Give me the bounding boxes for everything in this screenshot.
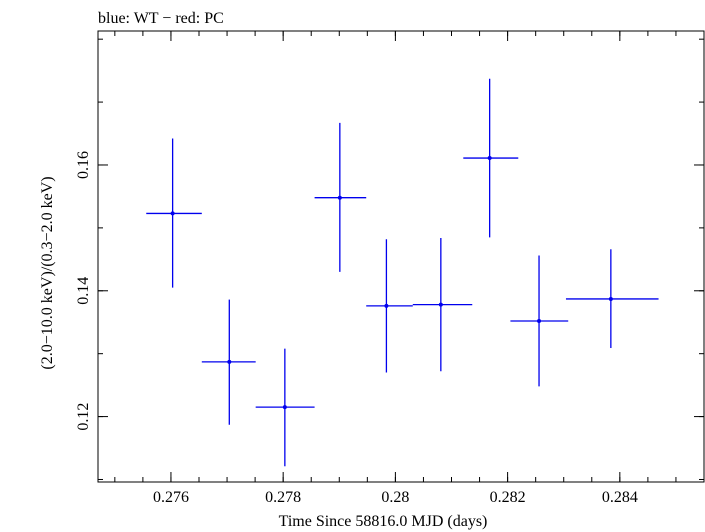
x-axis-label: Time Since 58816.0 MJD (days) xyxy=(279,513,488,530)
tick-labels: 0.276 0.278 0.28 0.282 0.284 0.12 0.14 0.16 xyxy=(75,151,638,506)
data-point xyxy=(255,348,315,467)
data-point xyxy=(510,255,569,387)
y-tick-label: 0.14 xyxy=(75,277,92,305)
x-tick-label: 0.284 xyxy=(602,489,638,506)
point-marker xyxy=(337,195,342,200)
data-point xyxy=(146,138,202,288)
y-tick-label: 0.16 xyxy=(75,151,92,179)
data-points xyxy=(146,78,659,467)
data-point xyxy=(366,239,413,373)
point-marker xyxy=(537,318,542,323)
x-tick-label: 0.282 xyxy=(490,489,526,506)
y-axis-label: (2.0−10.0 keV)/(0.3−2.0 keV) xyxy=(39,176,56,369)
point-marker xyxy=(227,359,232,364)
x-tick-label: 0.276 xyxy=(153,489,189,506)
x-tick-label: 0.278 xyxy=(265,489,301,506)
data-point xyxy=(201,299,256,425)
data-point xyxy=(463,78,519,238)
point-marker xyxy=(170,211,175,216)
x-tick-label: 0.28 xyxy=(381,489,409,506)
data-point xyxy=(314,122,367,272)
point-marker xyxy=(384,303,389,308)
chart-title: blue: WT − red: PC xyxy=(98,10,224,27)
data-point xyxy=(412,237,473,372)
point-marker xyxy=(487,156,492,161)
point-marker xyxy=(438,302,443,307)
point-marker xyxy=(608,296,613,301)
plot-frame xyxy=(97,30,705,483)
axis-ticks xyxy=(98,31,705,482)
data-point xyxy=(565,249,659,349)
y-tick-label: 0.12 xyxy=(75,403,92,431)
point-marker xyxy=(282,405,287,410)
